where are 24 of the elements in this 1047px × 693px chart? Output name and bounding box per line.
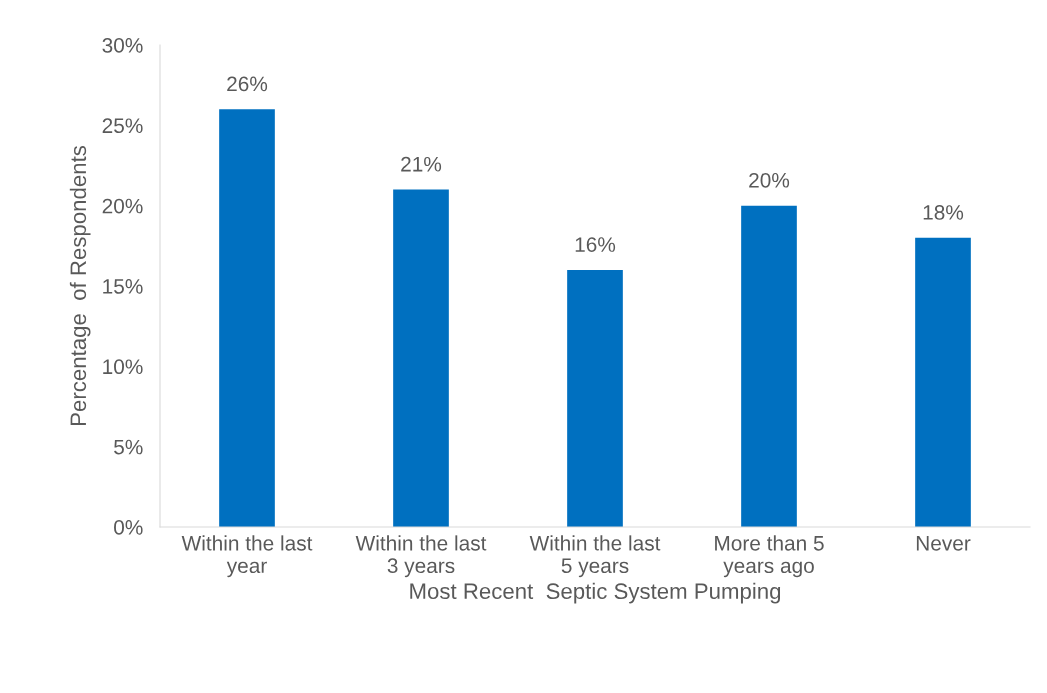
data-label: 16% [575, 237, 616, 252]
bar [393, 189, 449, 527]
bar [567, 269, 623, 527]
y-tick-label: 30% [102, 38, 143, 53]
y-tick-label: 5% [114, 439, 143, 455]
data-label: 21% [401, 156, 442, 172]
data-label: 26% [227, 76, 268, 92]
bar [219, 109, 275, 527]
data-label: 20% [749, 172, 790, 188]
y-tick-label: 15% [103, 279, 143, 294]
x-tick-label: Within the last year [181, 535, 313, 578]
x-tick-label: Within the last 5 years [529, 535, 661, 578]
x-tick-label: Never [916, 536, 971, 551]
y-tick-label: 0% [114, 520, 143, 535]
bar [915, 237, 971, 527]
x-tick-label: More than 5 years ago [715, 535, 824, 578]
y-axis-title: Percentage of Respondents [69, 145, 91, 425]
x-tick-label: Within the last 3 years [355, 535, 487, 578]
bar [741, 205, 797, 527]
y-tick-label: 25% [102, 118, 143, 134]
y-tick-label: 20% [102, 198, 143, 214]
data-label: 18% [923, 205, 964, 220]
x-axis-title: Most Recent Septic System Pumping [410, 582, 781, 604]
y-tick-label: 10% [103, 359, 143, 375]
